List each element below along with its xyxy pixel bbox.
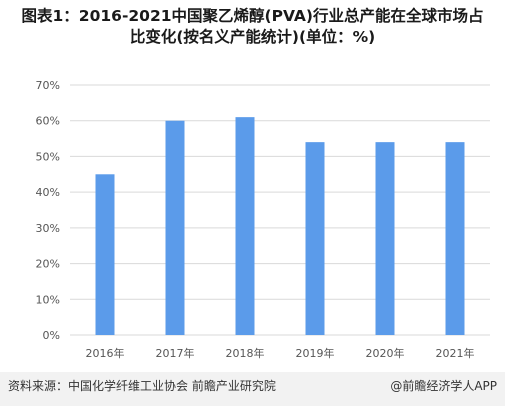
x-tick-label: 2021年: [436, 346, 475, 360]
y-axis-ticks: 0% 10% 20% 30% 40% 50% 60% 70%: [36, 79, 60, 342]
bar: [305, 142, 325, 335]
x-tick-label: 2017年: [156, 346, 195, 360]
gridlines: [70, 84, 490, 336]
y-tick-label: 20%: [36, 258, 60, 271]
y-tick-label: 60%: [36, 115, 60, 128]
bars: [95, 117, 465, 336]
x-tick-label: 2019年: [296, 346, 335, 360]
bar: [165, 120, 185, 335]
x-tick-label: 2016年: [86, 346, 125, 360]
bar-chart: 0%10%20%30%40%50%60%70% 2016年 2017年 2018年 2…: [36, 79, 490, 360]
chart-title-line1: 图表1：2016-2021中国聚乙烯醇(PVA)行业总产能在全球市场占: [21, 7, 484, 25]
bar: [375, 142, 395, 335]
y-tick-label: 0%: [43, 329, 60, 342]
source-note: 资料来源：中国化学纤维工业协会 前瞻产业研究院: [8, 379, 276, 393]
y-tick-label: 30%: [36, 222, 60, 235]
y-tick-label: 70%: [36, 79, 60, 92]
y-tick-label: 40%: [36, 186, 60, 199]
credit-note: @前瞻经济学人APP: [390, 379, 497, 393]
x-tick-label: 2018年: [226, 346, 265, 360]
bar: [445, 142, 465, 335]
footer: 资料来源：中国化学纤维工业协会 前瞻产业研究院 @前瞻经济学人APP: [0, 372, 505, 406]
chart-title: 图表1：2016-2021中国聚乙烯醇(PVA)行业总产能在全球市场占 比变化(…: [10, 6, 495, 48]
y-tick-label: 50%: [36, 150, 60, 163]
x-tick-label: 2020年: [366, 346, 405, 360]
y-tick-label: 10%: [36, 293, 60, 306]
bar: [235, 117, 255, 336]
x-axis-ticks: 2016年 2017年 2018年 2019年 2020年 2021年: [86, 346, 475, 360]
chart-title-line2: 比变化(按名义产能统计)(单位：%): [129, 28, 376, 46]
bar: [95, 174, 115, 335]
